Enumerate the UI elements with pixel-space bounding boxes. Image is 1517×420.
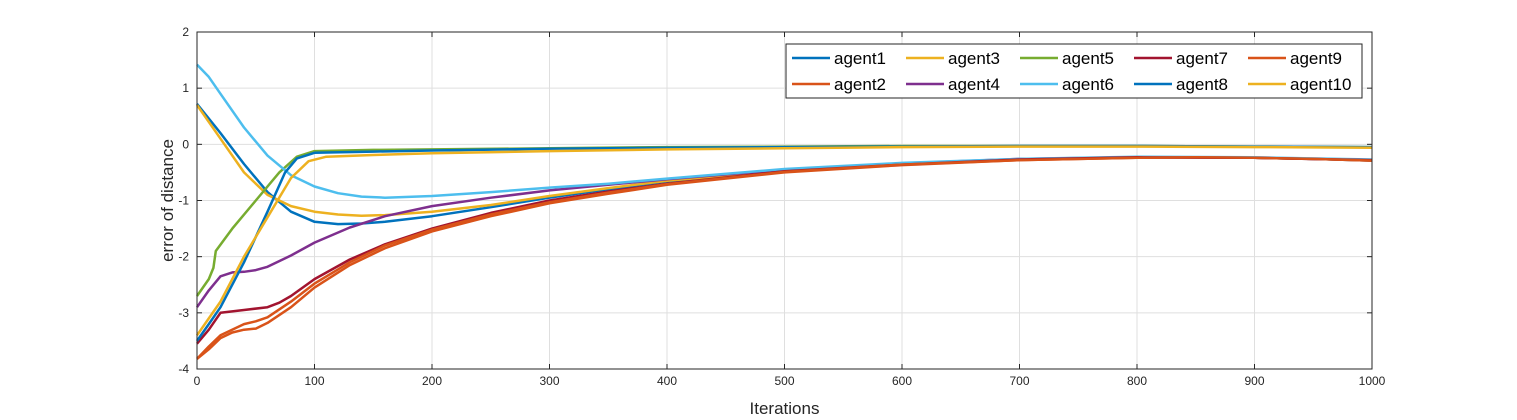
legend-label-agent3: agent3 (948, 49, 1000, 68)
y-tick-label: -2 (178, 250, 189, 264)
plot-frame (196, 31, 1373, 370)
y-axis-label: error of distance (158, 139, 177, 262)
y-tick-label: -4 (178, 362, 189, 376)
legend-label-agent6: agent6 (1062, 75, 1114, 94)
legend-box (785, 43, 1363, 99)
y-tick-label: 1 (182, 81, 189, 95)
x-tick-label: 1000 (1359, 374, 1386, 388)
legend-label-agent8: agent8 (1176, 75, 1228, 94)
legend-label-agent5: agent5 (1062, 49, 1114, 68)
x-tick-label: 700 (1009, 374, 1029, 388)
legend-label-agent1: agent1 (834, 49, 886, 68)
legend-label-agent4: agent4 (948, 75, 1000, 94)
legend: agent1 agent2 agent3 agent4 agent5 agent6 agen… (785, 43, 1363, 99)
x-tick-label: 300 (539, 374, 559, 388)
x-tick-label: 500 (774, 374, 794, 388)
x-tick-label: 0 (194, 374, 201, 388)
x-tick-label: 200 (422, 374, 442, 388)
x-axis-label: Iterations (750, 399, 820, 418)
y-tick-label: -3 (178, 306, 189, 320)
series-line-agent9 (196, 156, 1373, 360)
legend-label-agent2: agent2 (834, 75, 886, 94)
series-line-agent10 (195, 145, 1373, 337)
y-tick-label: 0 (182, 137, 189, 151)
legend-label-agent9: agent9 (1290, 49, 1342, 68)
x-tick-labels: 0 100 200 300 400 500 600 700 800 900 1000 (194, 374, 1386, 388)
legend-label-agent10: agent10 (1290, 75, 1351, 94)
y-tick-label: 2 (182, 25, 189, 39)
x-tick-label: 100 (304, 374, 324, 388)
x-tick-label: 600 (892, 374, 912, 388)
legend-label-agent7: agent7 (1176, 49, 1228, 68)
x-tick-label: 900 (1244, 374, 1264, 388)
y-tick-label: -1 (178, 194, 189, 208)
y-tick-labels: 2 1 0 -1 -2 -3 -4 (178, 25, 189, 376)
x-tick-label: 800 (1127, 374, 1147, 388)
x-tick-label: 400 (657, 374, 677, 388)
series-lines (195, 63, 1373, 360)
